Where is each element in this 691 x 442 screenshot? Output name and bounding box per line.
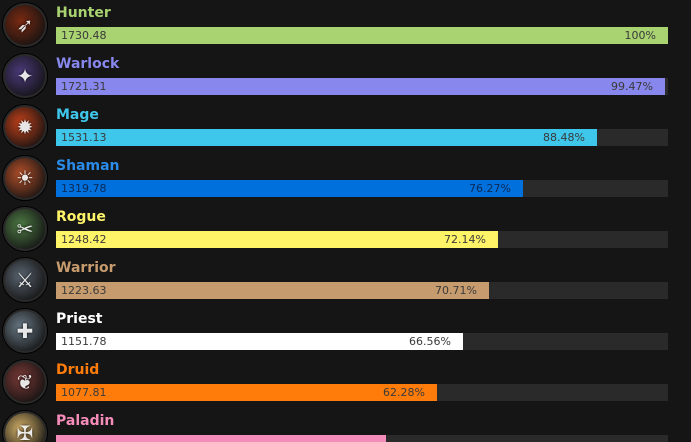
percent-label: 70.71% <box>435 284 477 297</box>
bar: 1721.31 99.47% <box>56 78 665 95</box>
bar: 1531.13 88.48% <box>56 129 597 146</box>
bar: 1223.63 70.71% <box>56 282 489 299</box>
bar: 1151.78 66.56% <box>56 333 463 350</box>
bar-row: ✦ Warlock 1721.31 99.47% <box>0 54 691 102</box>
value-label: 1151.78 <box>61 335 107 348</box>
bar-track: 1319.78 76.27% <box>56 180 668 197</box>
percent-label: 66.56% <box>409 335 451 348</box>
value-label: 1077.81 <box>61 386 107 399</box>
bar-row: ✹ Mage 1531.13 88.48% <box>0 105 691 153</box>
bar-track: 1151.78 66.56% <box>56 333 668 350</box>
percent-label: 88.48% <box>543 131 585 144</box>
paladin-icon: ✠ <box>3 411 47 442</box>
mage-icon: ✹ <box>3 105 47 149</box>
bar-track: 1248.42 72.14% <box>56 231 668 248</box>
value-label: 1730.48 <box>61 29 107 42</box>
category-label: Hunter <box>56 5 111 21</box>
bar: 1730.48 100% <box>56 27 668 44</box>
category-label: Shaman <box>56 158 120 174</box>
priest-icon: ✚ <box>3 309 47 353</box>
category-label: Warlock <box>56 56 120 72</box>
category-label: Paladin <box>56 413 115 429</box>
bar: 1077.81 62.28% <box>56 384 437 401</box>
bar-track: 1730.48 100% <box>56 27 668 44</box>
druid-icon: ❦ <box>3 360 47 404</box>
bar-row: ✂ Rogue 1248.42 72.14% <box>0 207 691 255</box>
bar-row: ☀ Shaman 1319.78 76.27% <box>0 156 691 204</box>
shaman-icon: ☀ <box>3 156 47 200</box>
bar-row: ❦ Druid 1077.81 62.28% <box>0 360 691 408</box>
value-label: 1248.42 <box>61 233 107 246</box>
percent-label: 62.28% <box>383 386 425 399</box>
value-label: 1223.63 <box>61 284 107 297</box>
percent-label: 100% <box>624 29 656 42</box>
value-label: 1721.31 <box>61 80 107 93</box>
bar-row: ✚ Priest 1151.78 66.56% <box>0 309 691 357</box>
bar-row: ✠ Paladin <box>0 411 691 442</box>
value-label: 1531.13 <box>61 131 107 144</box>
bar: 1248.42 72.14% <box>56 231 498 248</box>
percent-label: 76.27% <box>469 182 511 195</box>
warlock-icon: ✦ <box>3 54 47 98</box>
bar-row: ⚔ Warrior 1223.63 70.71% <box>0 258 691 306</box>
category-label: Rogue <box>56 209 106 225</box>
bar-row: ➶ Hunter 1730.48 100% <box>0 3 691 51</box>
warrior-icon: ⚔ <box>3 258 47 302</box>
hunter-icon: ➶ <box>3 3 47 47</box>
bar-track: 1531.13 88.48% <box>56 129 668 146</box>
bar-track <box>56 435 668 442</box>
category-label: Warrior <box>56 260 116 276</box>
bar-track: 1077.81 62.28% <box>56 384 668 401</box>
category-label: Druid <box>56 362 100 378</box>
value-label: 1319.78 <box>61 182 107 195</box>
percent-label: 72.14% <box>444 233 486 246</box>
category-label: Priest <box>56 311 103 327</box>
bar-track: 1721.31 99.47% <box>56 78 668 95</box>
bar: 1319.78 76.27% <box>56 180 523 197</box>
bar-track: 1223.63 70.71% <box>56 282 668 299</box>
rogue-icon: ✂ <box>3 207 47 251</box>
bar <box>56 435 386 442</box>
category-label: Mage <box>56 107 99 123</box>
percent-label: 99.47% <box>611 80 653 93</box>
